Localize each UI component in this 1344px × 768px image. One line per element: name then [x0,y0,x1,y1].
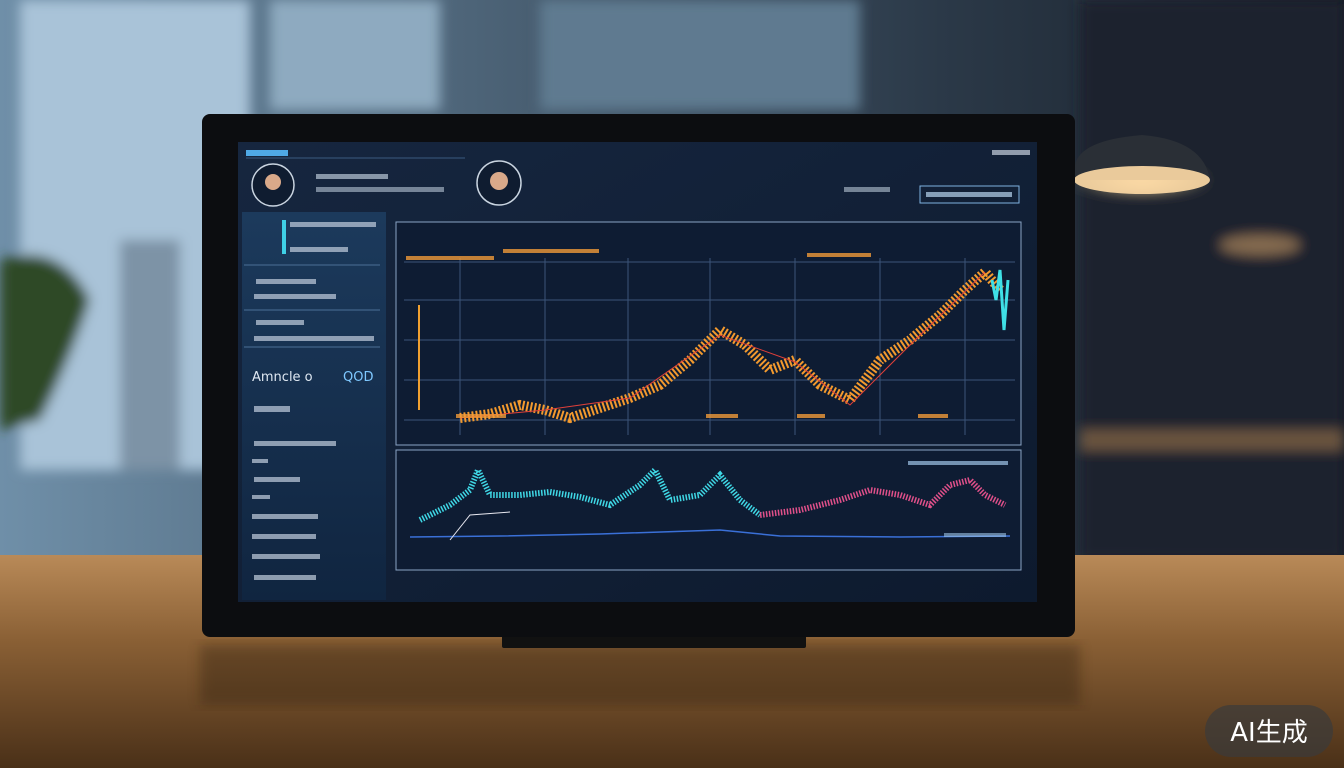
watermark-badge [1205,705,1333,757]
chart-labels [406,249,948,418]
header-text [844,187,890,192]
volume-pink [759,476,1007,518]
sidebar-label: Amncle o [252,370,313,385]
chart-labels [944,533,1006,537]
baseline [409,529,1011,538]
trend-line [459,271,986,419]
lamp-light [1074,166,1210,194]
candles-latest [990,269,1010,331]
volume-curve [449,511,511,541]
sidebar-indicator [282,220,286,254]
background-blur [0,0,1344,560]
header-text [316,174,388,179]
chart-panel [395,221,1022,446]
header-button[interactable] [919,185,1020,204]
header-text [992,150,1030,155]
watermark: AI生成 [1230,718,1307,748]
sidebar-value: QOD [343,370,373,385]
avatar-face [265,174,281,190]
avatar-face [490,172,508,190]
chart-panel [395,449,1022,571]
chart-labels [908,461,1008,465]
header-text [316,187,444,192]
sidebar-items [252,222,376,580]
volume-cyan [418,462,762,523]
header-button-text [926,192,1012,197]
chart-grid [404,258,1015,435]
reflection [200,645,1080,705]
logo-bar [246,150,288,156]
